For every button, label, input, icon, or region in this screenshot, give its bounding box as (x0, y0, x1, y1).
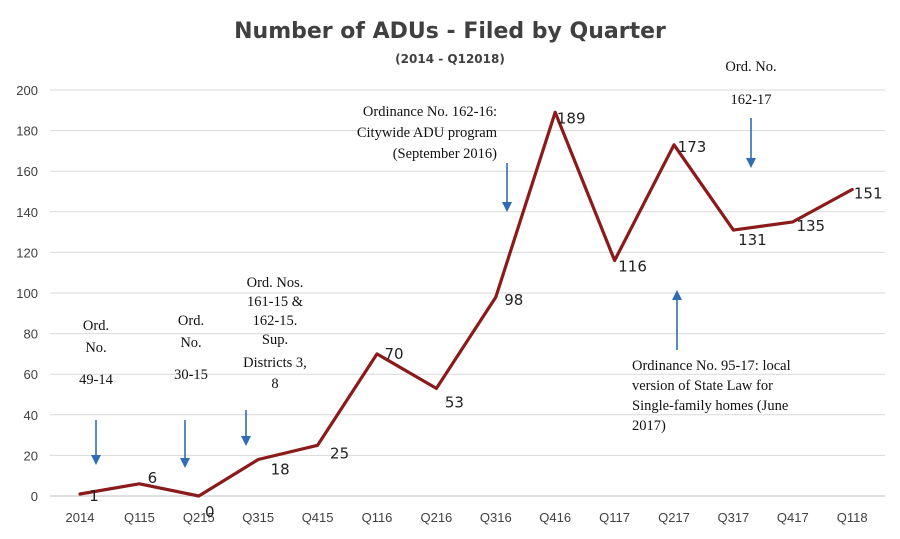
y-tick-label: 160 (16, 164, 38, 179)
annotation-arrow-head (672, 290, 682, 300)
x-tick-label: Q315 (242, 510, 274, 525)
data-label: 1 (89, 487, 99, 505)
x-tick-label: Q115 (124, 510, 155, 525)
annotation-line: Sup. (262, 332, 288, 348)
annotation-line: 2017) (632, 418, 666, 434)
data-label: 151 (854, 184, 883, 202)
annotation-ord-49-14: Ord. No. 49-14 (79, 318, 114, 388)
annotation-arrow-head (746, 158, 756, 168)
x-tick-label: Q116 (362, 510, 393, 525)
annotation-line: No. (180, 335, 201, 351)
x-tick-label: Q317 (717, 510, 749, 525)
x-axis-ticks: 2014 Q115 Q215 Q315 Q415 Q116 Q216 Q316 Q416 Q117… (66, 510, 868, 525)
y-tick-label: 120 (16, 245, 38, 260)
chart-title: Number of ADUs - Filed by Quarter (234, 19, 666, 44)
annotation-line: 162-15. (253, 313, 298, 329)
x-tick-label: Q417 (777, 510, 809, 525)
annotation-line: Ord. No. (725, 59, 776, 75)
x-tick-label: Q416 (539, 510, 571, 525)
annotation-line: version of State Law for (632, 378, 773, 394)
x-tick-label: Q215 (183, 510, 215, 525)
y-tick-label: 80 (24, 327, 38, 342)
annotation-line: Ord. Nos. (247, 275, 304, 291)
annotation-line: 49-14 (79, 372, 114, 388)
data-label: 116 (618, 258, 647, 276)
y-tick-label: 20 (24, 448, 38, 463)
gridlines (50, 89, 885, 497)
y-tick-label: 140 (16, 205, 38, 220)
y-axis-ticks: 0 20 40 60 80 100 120 140 160 180 200 (16, 83, 38, 504)
data-label: 98 (504, 291, 523, 309)
adu-series-line (78, 110, 854, 498)
annotation-arrows (91, 118, 756, 468)
data-label: 0 (205, 503, 215, 521)
annotation-ord-30-15: Ord. No. 30-15 (174, 313, 208, 383)
annotation-line: 8 (271, 376, 278, 392)
data-label: 53 (445, 393, 464, 411)
data-label: 25 (330, 444, 349, 462)
x-tick-label: 2014 (66, 510, 95, 525)
data-label: 189 (557, 109, 586, 127)
chart-subtitle: (2014 - Q12018) (395, 52, 505, 66)
y-tick-label: 0 (31, 489, 38, 504)
x-tick-label: Q117 (599, 510, 630, 525)
data-label: 18 (271, 460, 290, 478)
y-tick-label: 100 (16, 286, 38, 301)
y-tick-label: 60 (24, 367, 38, 382)
data-label: 131 (738, 231, 767, 249)
annotation-arrow-head (180, 458, 190, 468)
annotation-ord-95-17: Ordinance No. 95-17: local version of St… (632, 358, 791, 434)
annotation-ord-162-16: Ordinance No. 162-16: Citywide ADU progr… (357, 104, 498, 162)
annotation-arrow-head (241, 436, 251, 446)
annotation-line: Ordinance No. 95-17: local (632, 358, 791, 374)
annotation-arrow-head (91, 455, 101, 465)
y-tick-label: 40 (24, 408, 38, 423)
x-tick-label: Q118 (837, 510, 868, 525)
annotation-line: 162-17 (730, 92, 771, 108)
data-labels: 1 6 0 18 25 70 53 98 189 116 173 131 135 151 (89, 109, 882, 521)
y-tick-label: 200 (16, 83, 38, 98)
annotation-line: Districts 3, (243, 355, 307, 371)
annotation-ord-162-17: Ord. No. 162-17 (725, 59, 776, 108)
annotation-line: 30-15 (174, 367, 208, 383)
x-tick-label: Q316 (480, 510, 512, 525)
annotation-line: Single-family homes (June (632, 398, 788, 414)
annotation-line: Ord. (178, 313, 204, 329)
data-label: 6 (148, 469, 158, 487)
annotation-ord-161-15: Ord. Nos. 161-15 & 162-15. Sup. District… (243, 275, 307, 392)
annotation-line: 161-15 & (247, 294, 304, 310)
y-tick-label: 180 (16, 124, 38, 139)
data-label: 135 (796, 217, 825, 235)
x-tick-label: Q216 (420, 510, 452, 525)
annotation-arrow-head (502, 202, 512, 212)
annotation-line: Ordinance No. 162-16: (363, 104, 497, 120)
x-tick-label: Q415 (302, 510, 334, 525)
annotation-line: Ord. (83, 318, 109, 334)
annotation-line: No. (85, 340, 106, 356)
annotation-line: (September 2016) (393, 146, 497, 162)
x-tick-label: Q217 (658, 510, 690, 525)
annotation-line: Citywide ADU program (357, 125, 498, 141)
data-label: 173 (678, 138, 707, 156)
data-label: 70 (384, 345, 403, 363)
